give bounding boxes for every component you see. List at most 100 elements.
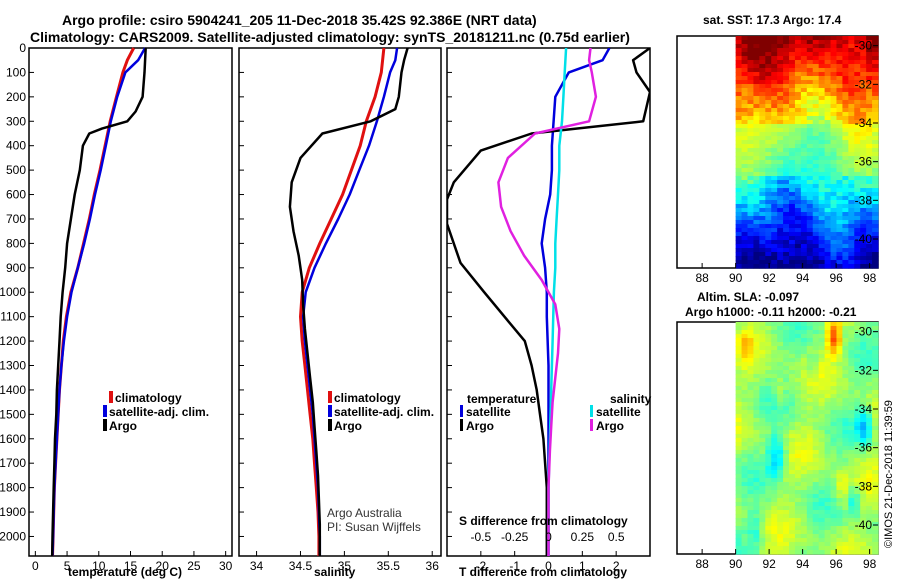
map-cell [800,144,808,149]
map-cell [741,184,749,189]
map-cell [783,68,790,73]
map-cell [872,112,879,117]
map-cell [771,394,778,399]
map-cell [789,188,796,193]
map-cell [747,36,755,41]
map-cell [747,386,755,391]
map-cell [794,386,802,391]
map-cell [830,48,838,53]
map-cell [860,92,867,97]
map-cell [783,514,790,519]
map-cell [765,390,772,395]
map-cell [860,346,867,351]
map-cell [771,470,778,475]
map-cell [783,402,790,407]
map-cell [753,116,760,121]
map-cell [753,132,760,137]
map-cell [818,132,826,137]
map-cell [860,486,867,491]
map-cell [789,124,796,129]
map-cell [842,212,849,217]
map-cell [771,48,778,53]
map-cell [818,156,826,161]
map-cell [842,358,849,363]
map-cell [741,96,749,101]
map-cell [806,104,814,109]
map-cell [735,446,743,451]
map-cell [830,498,838,503]
map-cell [765,68,772,73]
figure-title-line1: Argo profile: csiro 5904241_205 11-Dec-2… [62,12,537,28]
map-cell [777,56,784,61]
map-cell [794,208,802,213]
map-cell [777,44,784,49]
map-cell [818,60,826,65]
map-cell [765,152,772,157]
map-cell [765,104,772,109]
map-cell [753,84,760,89]
map-cell [872,44,879,49]
map-cell [735,414,743,419]
y-tick-label: 2000 [0,529,26,543]
map-cell [818,44,826,49]
map-cell [842,188,849,193]
map-cell [771,96,778,101]
map-cell [789,522,796,527]
map-cell [789,494,796,499]
map-cell [824,354,832,359]
map-cell [783,104,790,109]
map-cell [800,326,808,331]
map-y-tick-label: -32 [855,363,873,377]
map-cell [800,486,808,491]
map-cell [812,414,820,419]
map-cell [735,216,743,221]
map-x-tick-label: 96 [829,557,843,571]
map-cell [747,104,755,109]
map-cell [783,450,790,455]
map-cell [830,60,838,65]
map-cell [872,216,879,221]
map-cell [789,338,796,343]
map-cell [872,80,879,85]
map-cell [818,188,826,193]
map-cell [824,116,832,121]
map-cell [765,458,772,463]
map-cell [783,518,790,523]
map-cell [830,538,838,543]
map-cell [783,216,790,221]
map-cell [753,152,760,157]
map-cell [872,450,879,455]
map-cell [765,326,772,331]
map-cell [794,48,802,53]
map-cell [818,470,826,475]
map-cell [866,64,873,69]
map-cell [824,422,832,427]
map-cell [824,414,832,419]
map-cell [771,252,778,257]
map-cell [806,64,814,69]
map-cell [836,152,843,157]
map-cell [800,232,808,237]
map-cell [848,442,855,447]
map-cell [836,36,843,41]
map-cell [741,458,749,463]
map-cell [747,80,755,85]
map-cell [735,96,743,101]
map-cell [735,76,743,81]
map-cell [824,72,832,77]
map-cell [735,208,743,213]
map-cell [794,68,802,73]
map-cell [783,232,790,237]
map-cell [741,152,749,157]
map-cell [783,152,790,157]
map-cell [860,410,867,415]
map-cell [747,196,755,201]
map-cell [860,338,867,343]
map-cell [842,458,849,463]
map-cell [777,176,784,181]
map-cell [866,56,873,61]
map-cell [794,438,802,443]
map-cell [812,498,820,503]
map-cell [824,104,832,109]
map-cell [824,382,832,387]
